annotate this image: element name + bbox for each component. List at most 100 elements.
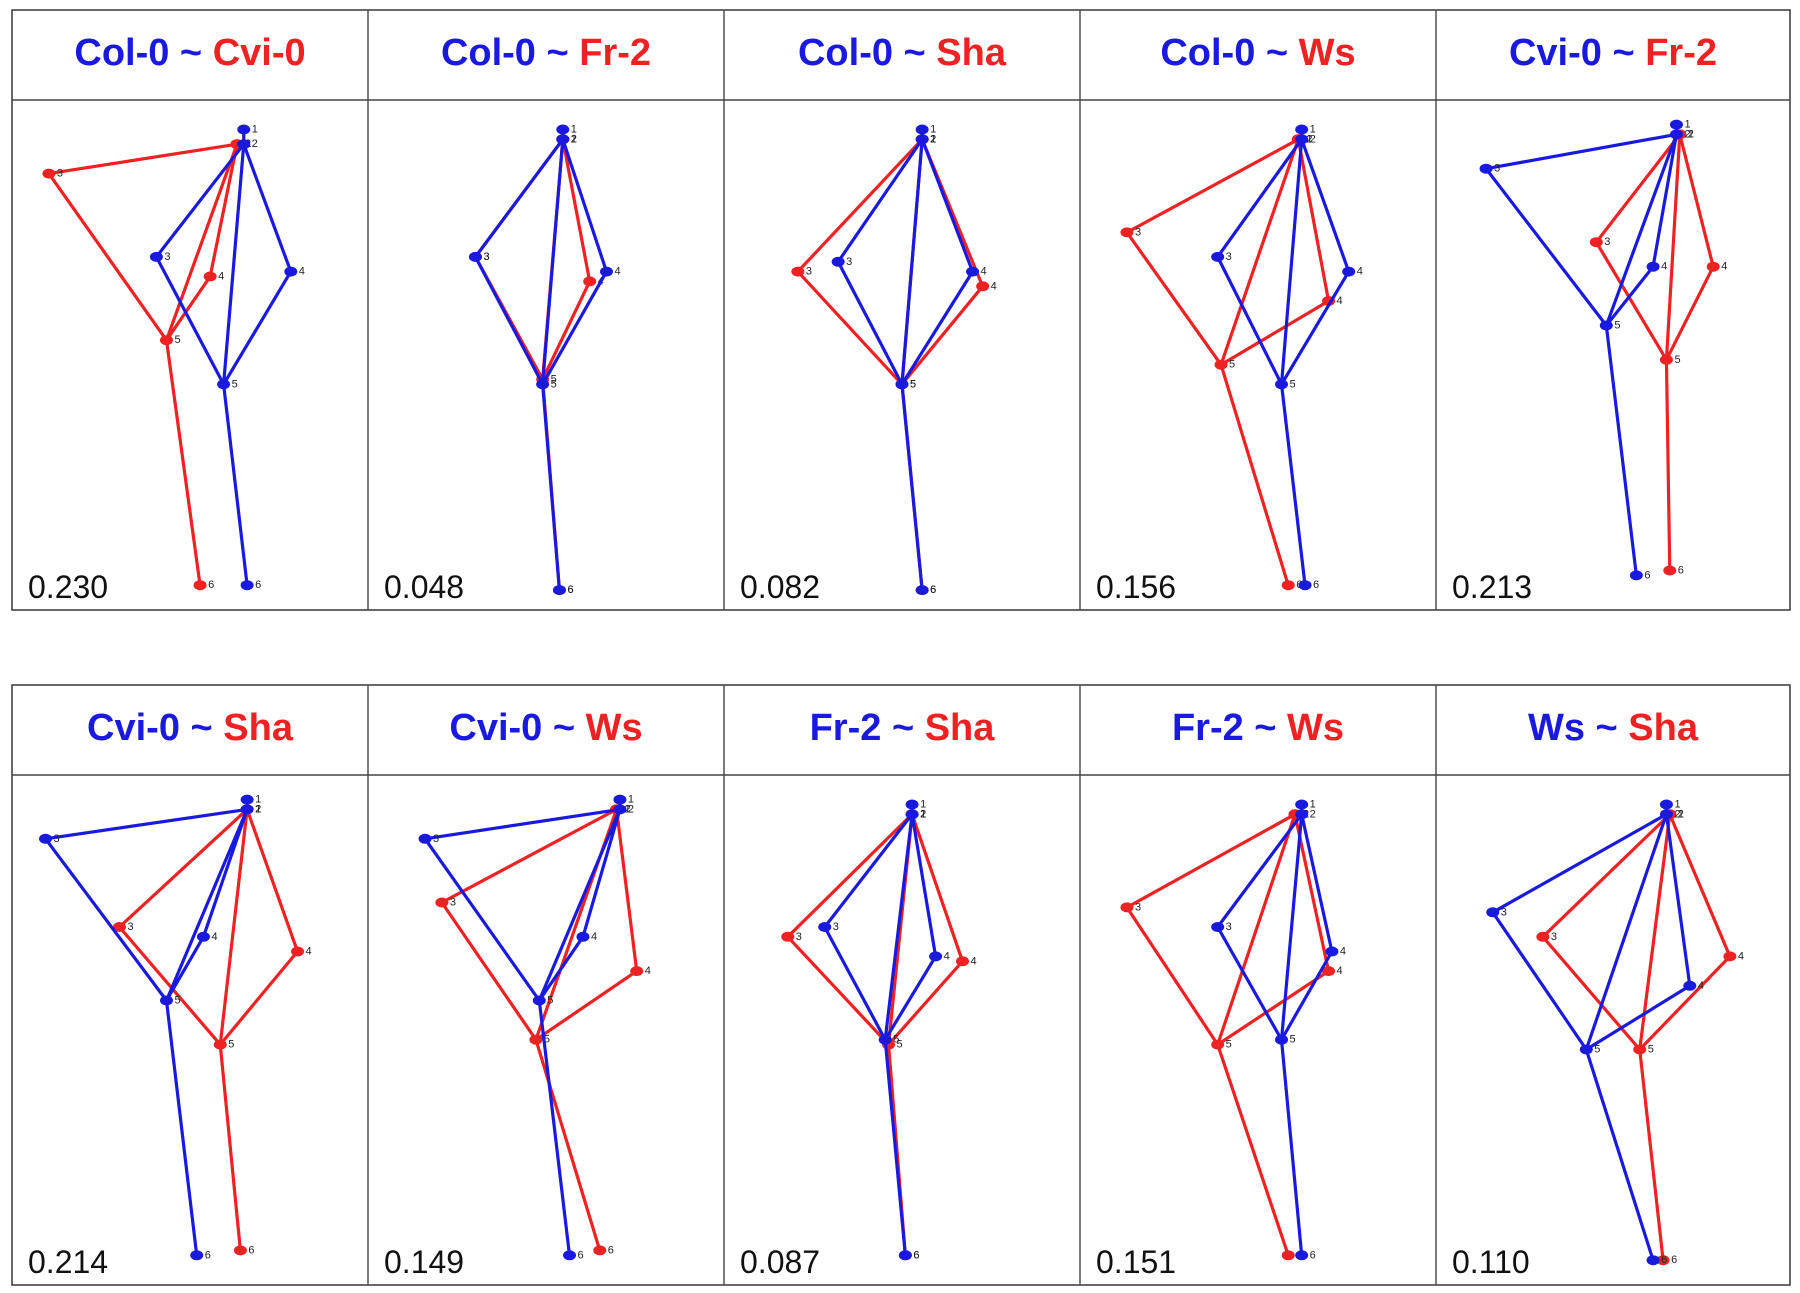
first-accession-landmark-2 (915, 134, 929, 145)
second-accession-edge-2-3 (796, 137, 924, 274)
panel-score: 0.087 (740, 1244, 820, 1280)
second-accession-landmark-4 (291, 946, 305, 957)
first-accession-landmark-label-3: 3 (1226, 921, 1232, 933)
second-accession-landmark-5 (529, 1034, 543, 1045)
first-accession-landmark-5 (1275, 1034, 1289, 1045)
panel-title-sep: ~ (1602, 32, 1645, 74)
second-accession-edge-3-5 (1541, 935, 1642, 1052)
second-accession-landmark-label-6: 6 (913, 1249, 919, 1261)
panel-title-first: Col-0 (798, 32, 893, 74)
first-accession-landmark-3 (831, 256, 845, 267)
second-accession-edge-3-5 (440, 900, 538, 1042)
panel-title: Col-0 ~ Cvi-0 (74, 32, 305, 74)
first-accession-edge-2-4 (1664, 812, 1692, 988)
first-accession-landmark-5 (1275, 379, 1289, 390)
first-accession-edge-3-5 (154, 255, 226, 386)
first-accession-edge-5-6 (883, 1038, 907, 1257)
first-accession-landmark-5 (895, 379, 909, 390)
first-accession-edge-2-3 (1216, 137, 1304, 259)
panel-title-sep: ~ (536, 32, 579, 74)
first-accession-landmark-5 (532, 995, 546, 1006)
second-accession-landmark-6 (593, 1245, 607, 1256)
first-accession-landmark-label-5: 5 (547, 995, 553, 1007)
second-accession-landmark-5 (159, 335, 173, 346)
first-accession-landmark-label-1: 1 (571, 124, 577, 136)
second-accession-landmark-label-5: 5 (897, 1039, 903, 1051)
second-accession-edge-5-6 (1216, 1042, 1290, 1257)
panel-title-second: Ws (586, 707, 643, 749)
second-accession-landmark-4 (1723, 951, 1737, 962)
first-accession-landmark-2 (613, 804, 627, 815)
first-accession-edge-4-5 (1584, 984, 1692, 1052)
second-accession-edge-2-4 (245, 807, 300, 954)
first-accession-landmark-label-1: 1 (1310, 124, 1316, 136)
panel-title-sep: ~ (893, 32, 936, 74)
first-accession-landmark-label-5: 5 (232, 378, 238, 390)
first-accession-landmark-label-4: 4 (614, 266, 620, 278)
first-accession-landmark-label-1: 1 (255, 794, 261, 806)
first-accession-landmark-6 (1629, 570, 1643, 581)
panel-cvi-0-vs-fr-2: Cvi-0 ~ Fr-2 12 3 4 5 6 12 3 4 5 6 0.213 (1452, 32, 1727, 605)
second-accession-landmark-label-5: 5 (174, 334, 180, 346)
second-accession-edge-3-5 (47, 172, 169, 342)
first-accession-landmark-label-1: 1 (252, 124, 258, 136)
panel-score: 0.230 (28, 569, 108, 605)
second-accession-edge-2-4 (561, 137, 592, 283)
first-accession-edge-5-6 (164, 998, 199, 1257)
first-accession-landmark-3 (1211, 251, 1225, 262)
second-accession-landmark-3 (781, 931, 795, 942)
first-accession-edge-2-5 (900, 137, 924, 386)
first-accession-edge-3-5 (1216, 255, 1284, 386)
first-accession-landmark-6 (563, 1250, 577, 1261)
second-accession-landmark-label-4: 4 (218, 271, 224, 283)
second-accession-landmark-label-4: 4 (1738, 950, 1744, 962)
second-accession-landmark-label-4: 4 (1337, 965, 1343, 977)
first-accession-landmark-label-3: 3 (1501, 906, 1507, 918)
second-accession-landmark-3 (1536, 931, 1550, 942)
second-accession-landmark-4 (630, 966, 644, 977)
first-accession-edge-2-4 (242, 142, 293, 274)
first-accession-landmark-5 (159, 995, 173, 1006)
second-accession-edge-2-4 (1668, 812, 1732, 959)
second-accession-landmark-label-3: 3 (1551, 931, 1557, 943)
row-frame (11, 684, 1791, 1286)
second-accession-landmark-label-1: 1 (625, 803, 631, 815)
second-accession-landmark-6 (1281, 580, 1295, 591)
second-accession-edge-5-6 (218, 1042, 242, 1253)
panel-title-sep: ~ (1244, 707, 1287, 749)
first-accession-landmark-label-5: 5 (1290, 378, 1296, 390)
first-accession-edge-2-4 (910, 812, 938, 959)
second-accession-landmark-label-3: 3 (806, 266, 812, 278)
first-accession-landmark-2 (1295, 134, 1309, 145)
first-accession-edge-3-5 (1491, 910, 1588, 1052)
second-accession-landmark-label-4: 4 (645, 965, 651, 977)
panel-title-sep: ~ (881, 707, 924, 749)
second-accession-landmark-label-3: 3 (1135, 901, 1141, 913)
second-accession-landmark-label-3: 3 (1604, 236, 1610, 248)
first-accession-landmark-label-6: 6 (1644, 569, 1650, 581)
first-accession-edge-2-5 (1604, 132, 1679, 328)
first-accession-edge-5-6 (222, 382, 249, 587)
second-accession-edge-3-5 (1125, 905, 1220, 1047)
second-accession-edge-2-3 (117, 807, 249, 929)
panel-score: 0.149 (384, 1244, 464, 1280)
second-accession-edge-2-3 (440, 807, 619, 905)
second-accession-landmark-label-6: 6 (567, 584, 573, 596)
first-accession-landmark-2 (240, 804, 254, 815)
first-accession-landmark-label-2: 2 (930, 133, 936, 145)
first-accession-edge-4-5 (537, 935, 585, 1003)
first-accession-landmark-1 (556, 124, 570, 135)
first-accession-edge-2-5 (541, 137, 565, 386)
second-accession-landmark-label-6: 6 (1678, 565, 1684, 577)
first-accession-landmark-label-3: 3 (483, 251, 489, 263)
second-accession-edge-2-3 (1594, 132, 1682, 244)
first-accession-landmark-4 (284, 266, 298, 277)
first-accession-landmark-2 (1659, 809, 1673, 820)
first-accession-landmark-label-6: 6 (913, 1249, 919, 1261)
first-accession-edge-3-5 (1216, 925, 1284, 1042)
panel-title: Fr-2 ~ Ws (1172, 707, 1344, 749)
first-accession-landmark-1 (1669, 119, 1683, 130)
first-accession-landmark-2 (1295, 809, 1309, 820)
